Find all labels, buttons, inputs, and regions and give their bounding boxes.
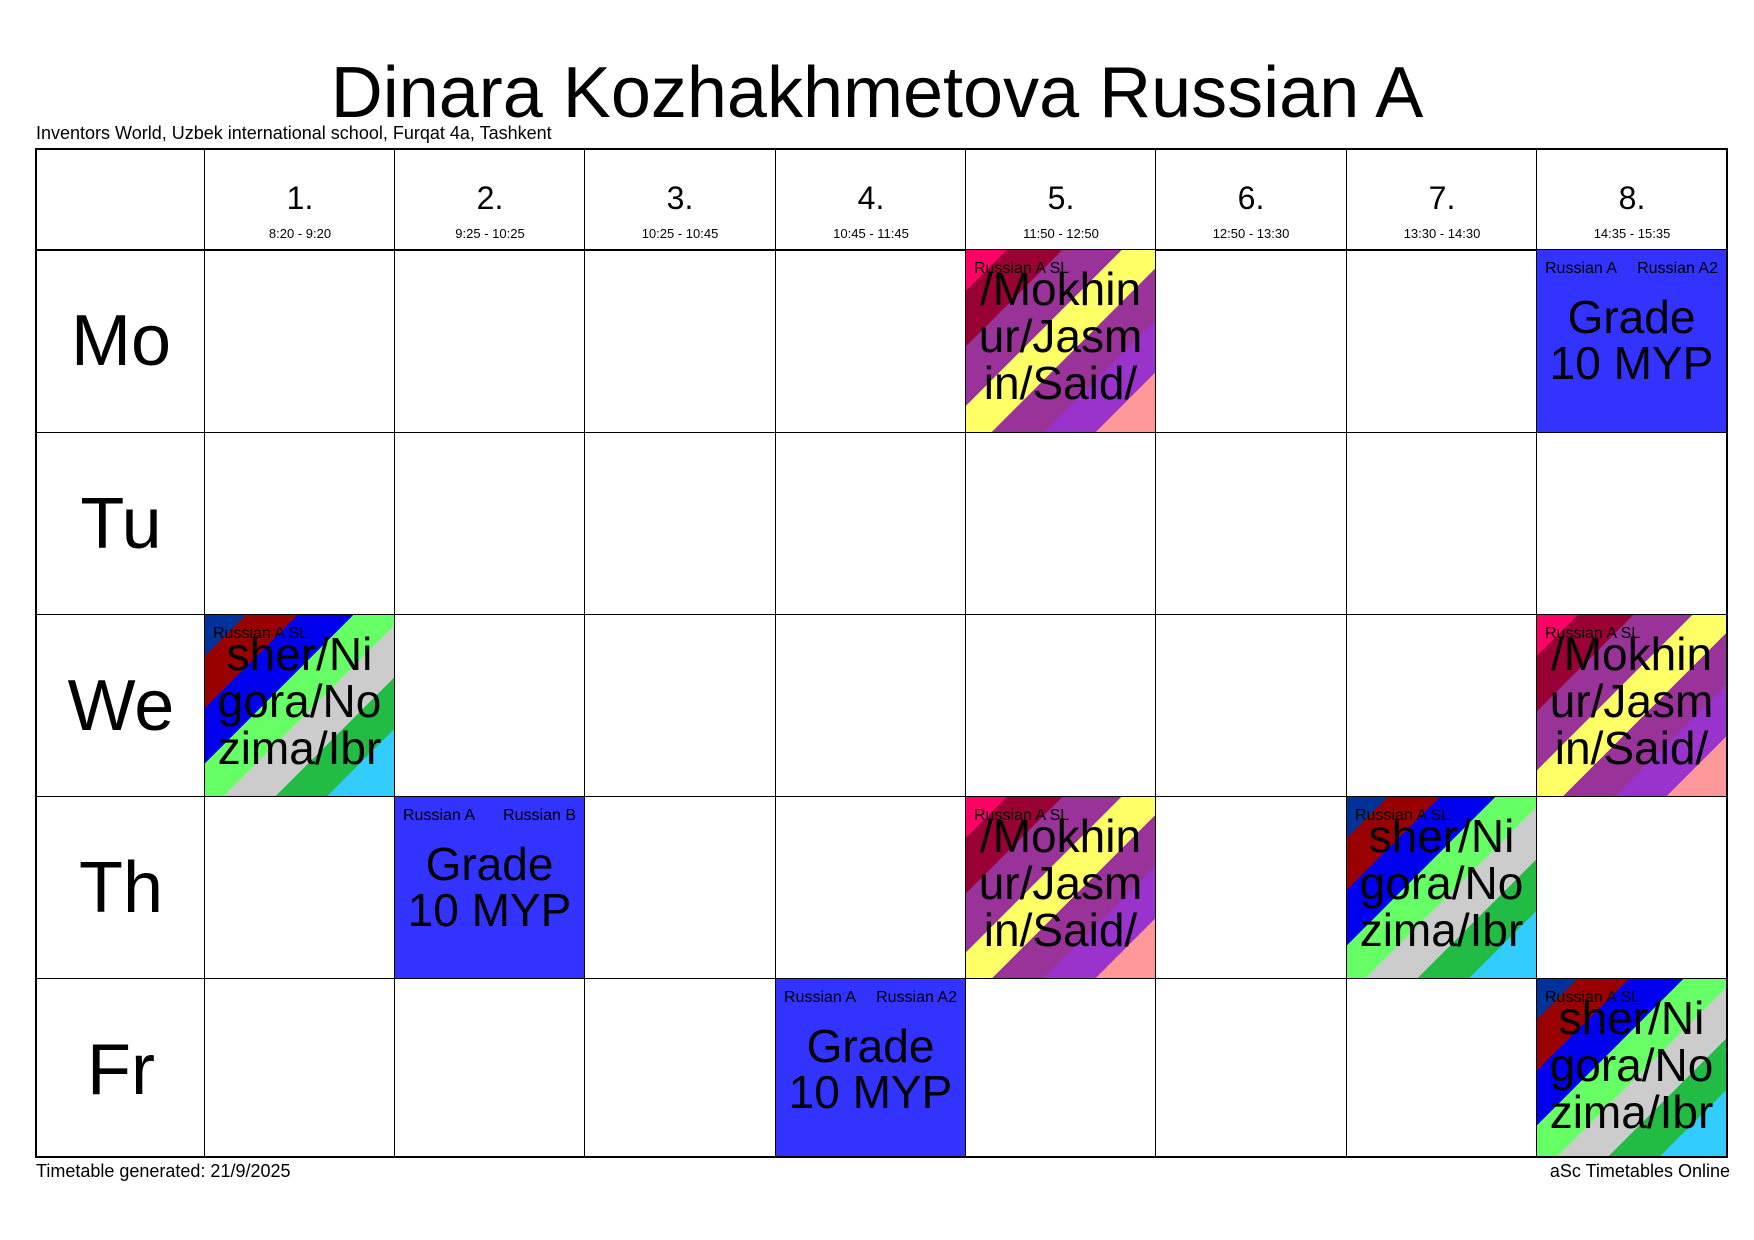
lesson-subject-secondary: Russian A2: [1637, 260, 1718, 277]
period-number: 5.: [1047, 180, 1075, 216]
lesson-card[interactable]: /Mokhinur/Jasmin/Said/ Russian A SL: [1537, 615, 1726, 796]
grid-line: [584, 150, 585, 1156]
period-header: 8. 14:35 - 15:35: [1537, 150, 1727, 249]
period-header: 4. 10:45 - 11:45: [776, 150, 966, 249]
day-label-th: Th: [78, 847, 164, 928]
lesson-card[interactable]: /Mokhinur/Jasmin/Said/ Russian A SL: [966, 797, 1155, 978]
lesson-subject: Russian A SL: [1545, 625, 1641, 642]
period-time: 13:30 - 14:30: [1403, 226, 1481, 241]
lesson-subject: Russian A SL: [974, 807, 1070, 824]
period-time: 10:25 - 10:45: [641, 226, 719, 241]
grid-line: [965, 150, 966, 1156]
school-info: Inventors World, Uzbek international sch…: [36, 123, 552, 143]
grid-line: [775, 150, 776, 1156]
day-label-fr: Fr: [87, 1029, 155, 1110]
lesson-card[interactable]: Russian A Russian A2 Grade 10 MYP: [1537, 250, 1726, 432]
grid-line: [1536, 150, 1537, 1156]
period-header: 6. 12:50 - 13:30: [1156, 150, 1346, 249]
lesson-students: sher/Nigora/Nozima/Ibr: [217, 628, 382, 774]
lesson-subject: Russian A: [403, 807, 476, 824]
lesson-card[interactable]: sher/Nigora/Nozima/Ibr Russian A SL: [1347, 797, 1536, 978]
period-number: 7.: [1428, 180, 1456, 216]
period-number: 1.: [286, 180, 314, 216]
grid-line: [394, 150, 395, 1156]
lesson-students: /Mokhinur/Jasmin/Said/: [1549, 628, 1714, 774]
day-label-mo: Mo: [70, 301, 172, 381]
lesson-card[interactable]: /Mokhinur/Jasmin/Said/ Russian A SL: [966, 250, 1155, 432]
lesson-students: /Mokhinur/Jasmin/Said/: [978, 810, 1143, 956]
lesson-class: Grade 10 MYP: [1549, 291, 1714, 389]
page-title: Dinara Kozhakhmetova Russian A: [330, 53, 1424, 133]
lesson-card[interactable]: Russian A Russian A2 Grade 10 MYP: [776, 979, 965, 1156]
lesson-students: sher/Nigora/Nozima/Ibr: [1359, 810, 1524, 956]
period-time: 10:45 - 11:45: [833, 226, 909, 241]
period-header: 2. 9:25 - 10:25: [395, 150, 585, 249]
lesson-subject-secondary: Russian A2: [876, 989, 957, 1006]
lesson-subject: Russian A SL: [1545, 989, 1641, 1006]
brand-label: aSc Timetables Online: [1549, 1161, 1730, 1181]
lesson-students: /Mokhinur/Jasmin/Said/: [978, 263, 1143, 409]
lesson-subject-secondary: Russian B: [503, 807, 576, 824]
grid-line: [1155, 150, 1156, 1156]
period-header: 3. 10:25 - 10:45: [585, 150, 775, 249]
period-number: 6.: [1237, 180, 1265, 216]
lesson-subject: Russian A: [784, 989, 857, 1006]
lesson-class: Grade 10 MYP: [788, 1020, 953, 1118]
period-header: 5. 11:50 - 12:50: [966, 150, 1156, 249]
day-label-tu: Tu: [80, 483, 162, 564]
period-number: 4.: [857, 180, 885, 216]
lesson-students: sher/Nigora/Nozima/Ibr: [1549, 992, 1714, 1138]
grid-line: [37, 978, 1726, 979]
grid-line: [1346, 150, 1347, 1156]
lesson-subject: Russian A SL: [213, 625, 309, 642]
lesson-class: Grade 10 MYP: [407, 838, 572, 936]
lesson-subject: Russian A SL: [1355, 807, 1451, 824]
timetable-grid: 1. 8:20 - 9:20 2. 9:25 - 10:25 3. 10:25 …: [35, 148, 1728, 1158]
lesson-card[interactable]: sher/Nigora/Nozima/Ibr Russian A SL: [1537, 979, 1726, 1156]
grid-line: [204, 150, 205, 1156]
period-time: 8:20 - 9:20: [268, 226, 332, 241]
period-time: 9:25 - 10:25: [455, 226, 525, 241]
generated-date: Timetable generated: 21/9/2025: [36, 1161, 291, 1181]
period-time: 11:50 - 12:50: [1023, 226, 1099, 241]
period-time: 14:35 - 15:35: [1593, 226, 1671, 241]
period-header: 1. 8:20 - 9:20: [205, 150, 395, 249]
day-label-we: We: [67, 665, 175, 746]
period-header: 7. 13:30 - 14:30: [1347, 150, 1537, 249]
period-number: 8.: [1618, 180, 1646, 216]
period-number: 2.: [476, 180, 504, 216]
lesson-subject: Russian A: [1545, 260, 1618, 277]
lesson-card[interactable]: Russian A Russian B Grade 10 MYP: [395, 797, 584, 978]
grid-line: [37, 796, 1726, 797]
grid-line: [37, 249, 1726, 251]
grid-line: [37, 432, 1726, 433]
period-time: 12:50 - 13:30: [1212, 226, 1290, 241]
lesson-card[interactable]: sher/Nigora/Nozima/Ibr Russian A SL: [205, 615, 394, 796]
grid-line: [37, 614, 1726, 615]
period-number: 3.: [666, 180, 694, 216]
lesson-subject: Russian A SL: [974, 260, 1070, 277]
